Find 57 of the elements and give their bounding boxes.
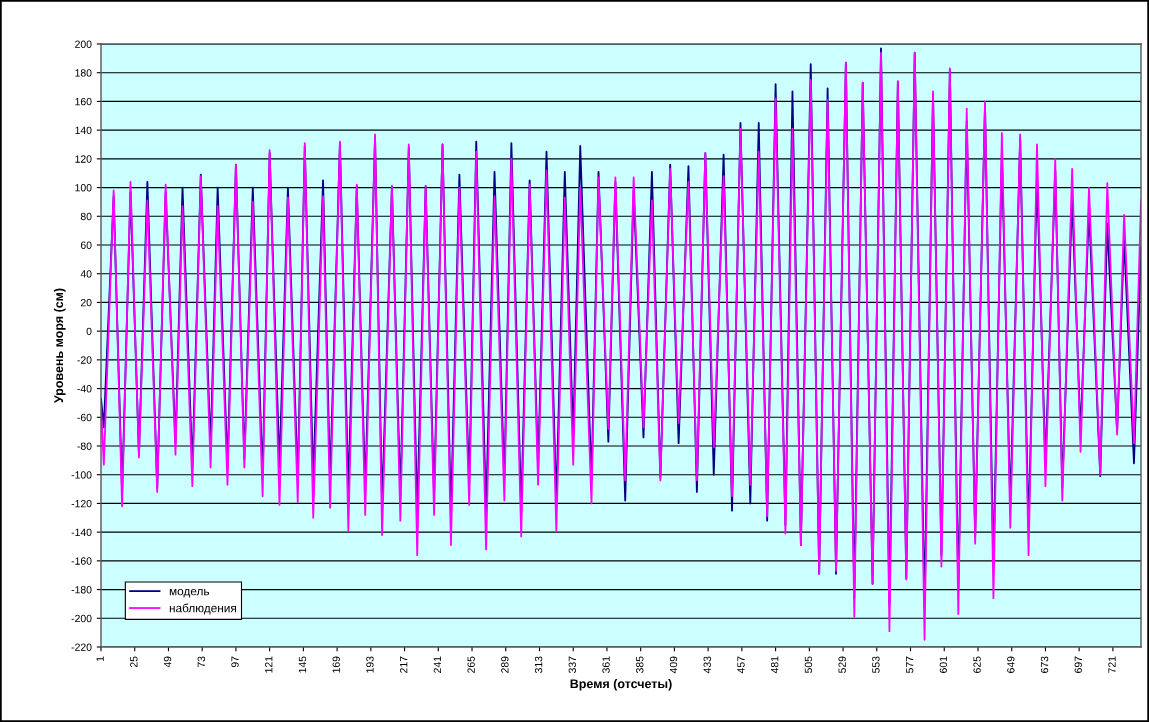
y-axis-title: Уровень моря (см) xyxy=(53,288,66,404)
legend-label: модель xyxy=(169,588,210,598)
x-tick-label: 145 xyxy=(298,656,307,673)
y-tick-label: 120 xyxy=(75,155,92,163)
x-tick-label: 265 xyxy=(467,656,475,673)
x-tick-label: 577 xyxy=(906,656,914,673)
x-tick-label: 625 xyxy=(973,656,981,673)
y-tick-label: 180 xyxy=(75,69,92,77)
y-tick-label: -180 xyxy=(71,586,92,594)
y-tick-label: 0 xyxy=(86,327,92,336)
x-tick-label: 385 xyxy=(636,656,644,674)
x-tick-label: 529 xyxy=(838,656,846,673)
y-tick-label: 160 xyxy=(75,97,92,106)
x-tick-label: 169 xyxy=(332,656,340,673)
y-tick-label: 60 xyxy=(80,241,92,249)
x-tick-label: 25 xyxy=(130,656,138,668)
x-tick-label: 673 xyxy=(1040,656,1049,673)
x-tick-label: 505 xyxy=(804,656,813,673)
x-tick-label: 337 xyxy=(568,656,577,674)
y-tick-label: 40 xyxy=(80,270,92,278)
x-tick-label: 721 xyxy=(1108,656,1116,673)
y-tick-label: 80 xyxy=(80,212,92,221)
x-tick-label: 97 xyxy=(231,656,239,668)
x-tick-label: 1 xyxy=(96,656,104,662)
y-tick-label: -120 xyxy=(71,499,92,508)
x-tick-label: 649 xyxy=(1007,656,1015,673)
y-tick-label: -40 xyxy=(77,385,92,393)
y-tick-label: -200 xyxy=(71,614,92,623)
y-tick-label: 200 xyxy=(75,40,92,48)
y-tick-label: -160 xyxy=(71,557,92,565)
x-tick-label: 241 xyxy=(433,656,441,673)
y-tick-label: -20 xyxy=(77,356,92,364)
y-tick-label: -100 xyxy=(71,471,92,479)
x-tick-label: 433 xyxy=(703,656,711,674)
y-tick-label: -140 xyxy=(71,528,92,537)
x-tick-label: 289 xyxy=(501,656,509,673)
x-tick-label: 553 xyxy=(872,656,880,673)
y-tick-label: 20 xyxy=(80,298,92,307)
x-tick-label: 409 xyxy=(669,656,678,674)
y-tick-label: 100 xyxy=(75,184,92,192)
x-tick-label: 697 xyxy=(1074,656,1082,673)
y-tick-label: 140 xyxy=(75,126,92,135)
y-tick-label: -60 xyxy=(77,413,92,422)
y-tick-label: -220 xyxy=(71,643,92,651)
x-tick-label: 361 xyxy=(602,656,610,674)
x-tick-label: 481 xyxy=(771,656,779,674)
x-tick-label: 49 xyxy=(163,656,172,668)
x-tick-label: 73 xyxy=(197,656,205,668)
x-tick-label: 217 xyxy=(399,656,408,673)
x-tick-label: 193 xyxy=(366,656,374,673)
x-tick-label: 457 xyxy=(737,656,745,674)
legend-label: наблюдения xyxy=(169,603,236,615)
x-axis-title: Время (отсчеты) xyxy=(570,678,672,691)
y-tick-label: -80 xyxy=(77,442,92,450)
x-tick-label: 601 xyxy=(939,656,948,673)
x-tick-label: 121 xyxy=(265,656,273,673)
x-tick-label: 313 xyxy=(534,656,543,674)
